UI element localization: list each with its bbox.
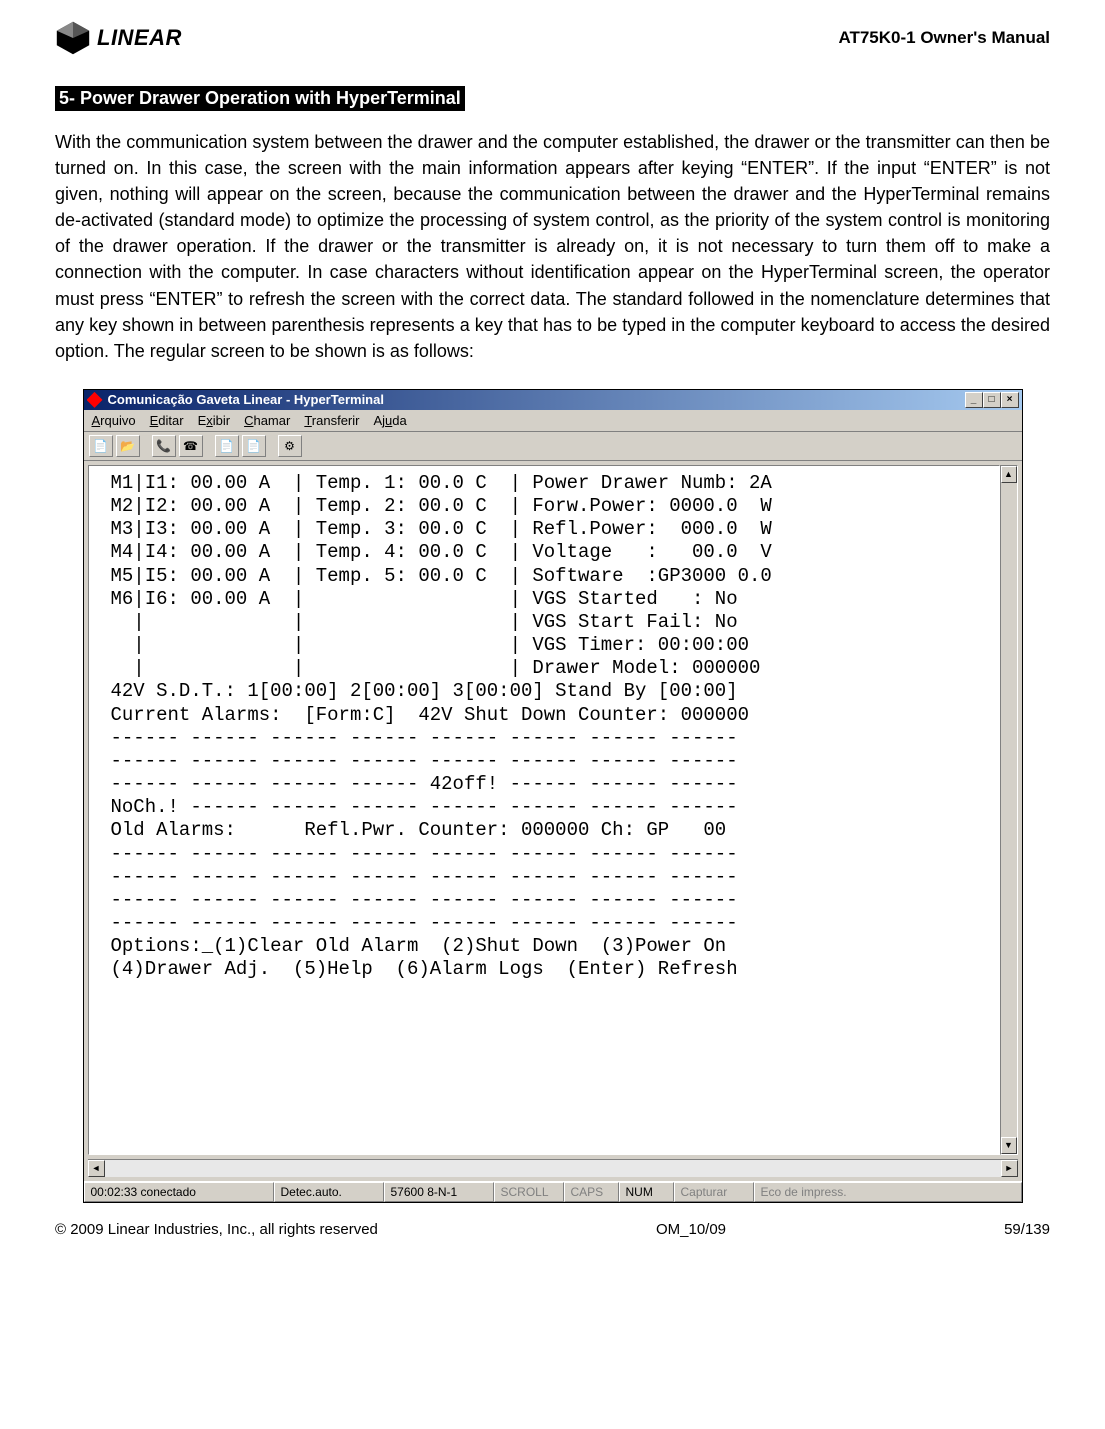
menubar: Arquivo Editar Exibir Chamar Transferir … <box>84 410 1022 432</box>
logo-text: LINEAR <box>97 25 182 51</box>
statusbar: 00:02:33 conectado Detec.auto. 57600 8-N… <box>84 1181 1022 1202</box>
maximize-button[interactable]: □ <box>983 392 1001 408</box>
menu-arquivo[interactable]: Arquivo <box>92 413 136 428</box>
toolbar-new-icon[interactable]: 📄 <box>89 435 113 457</box>
status-time: 00:02:33 conectado <box>84 1182 274 1202</box>
section-heading: 5- Power Drawer Operation with HyperTerm… <box>55 86 465 111</box>
toolbar-call-icon[interactable]: 📞 <box>152 435 176 457</box>
logo-icon <box>55 20 91 56</box>
status-echo: Eco de impress. <box>754 1182 1022 1202</box>
toolbar-props-icon[interactable]: ⚙ <box>278 435 302 457</box>
terminal-output: M1|I1: 00.00 A | Temp. 1: 00.0 C | Power… <box>88 465 1000 1155</box>
menu-editar[interactable]: Editar <box>150 413 184 428</box>
scroll-left-icon[interactable]: ◄ <box>88 1160 105 1177</box>
status-caps: CAPS <box>564 1182 619 1202</box>
manual-title: AT75K0-1 Owner's Manual <box>838 28 1050 48</box>
intro-paragraph: With the communication system between th… <box>55 129 1050 364</box>
close-button[interactable]: × <box>1001 392 1019 408</box>
status-params: 57600 8-N-1 <box>384 1182 494 1202</box>
page-footer: © 2009 Linear Industries, Inc., all righ… <box>55 1221 1050 1238</box>
toolbar-open-icon[interactable]: 📂 <box>116 435 140 457</box>
minimize-button[interactable]: _ <box>965 392 983 408</box>
app-icon <box>87 392 103 408</box>
toolbar: 📄 📂 📞 ☎ 📄 📄 ⚙ <box>84 432 1022 461</box>
status-detect: Detec.auto. <box>274 1182 384 1202</box>
menu-transferir[interactable]: Transferir <box>304 413 359 428</box>
status-scroll: SCROLL <box>494 1182 564 1202</box>
horizontal-scrollbar[interactable]: ◄ ► <box>88 1159 1018 1177</box>
footer-page: 59/139 <box>1004 1221 1050 1238</box>
toolbar-hangup-icon[interactable]: ☎ <box>179 435 203 457</box>
menu-ajuda[interactable]: Ajuda <box>373 413 406 428</box>
scroll-down-icon[interactable]: ▼ <box>1001 1137 1017 1154</box>
toolbar-send-icon[interactable]: 📄 <box>215 435 239 457</box>
status-num: NUM <box>619 1182 674 1202</box>
toolbar-receive-icon[interactable]: 📄 <box>242 435 266 457</box>
status-capture: Capturar <box>674 1182 754 1202</box>
vertical-scrollbar[interactable]: ▲ ▼ <box>1000 465 1018 1155</box>
scroll-right-icon[interactable]: ► <box>1001 1160 1018 1177</box>
logo: LINEAR <box>55 20 182 56</box>
window-title: Comunicação Gaveta Linear - HyperTermina… <box>108 392 384 407</box>
menu-exibir[interactable]: Exibir <box>198 413 231 428</box>
titlebar: Comunicação Gaveta Linear - HyperTermina… <box>84 390 1022 410</box>
page-header: LINEAR AT75K0-1 Owner's Manual <box>55 20 1050 56</box>
footer-copyright: © 2009 Linear Industries, Inc., all righ… <box>55 1221 378 1238</box>
footer-docid: OM_10/09 <box>656 1221 726 1238</box>
menu-chamar[interactable]: Chamar <box>244 413 290 428</box>
scroll-up-icon[interactable]: ▲ <box>1001 466 1017 483</box>
hyperterminal-window: Comunicação Gaveta Linear - HyperTermina… <box>83 389 1023 1203</box>
